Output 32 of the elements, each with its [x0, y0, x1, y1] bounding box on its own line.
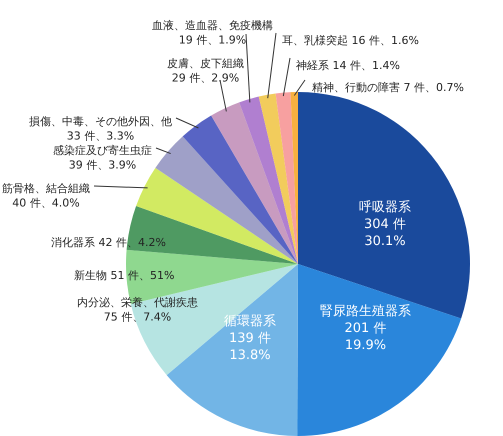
data-label: 304 件 30.1% [364, 216, 406, 249]
data-label: 201 件 19.9% [344, 320, 386, 353]
data-label: 29 件、2.9% [172, 71, 240, 84]
slice-label: 消化器系 42 件、4.2% [51, 236, 166, 249]
slice-label: 内分泌、栄養、代謝疾患 [77, 296, 198, 309]
pie-slice [276, 92, 298, 264]
pie-slice [298, 92, 470, 318]
slice-label: 新生物 51 件、51% [74, 269, 174, 282]
pie-slice [211, 102, 298, 264]
pie-slice [126, 206, 298, 264]
slice-label: 感染症及び寄生虫症 [53, 144, 152, 157]
slice-label: 耳、乳様突起 16 件、1.6% [282, 34, 419, 47]
pie-slice [239, 96, 298, 264]
data-label: 33 件、3.3% [66, 129, 134, 142]
data-label: 39 件、3.9% [68, 158, 136, 172]
pie-slice [297, 264, 462, 436]
pie-slice [182, 116, 298, 264]
data-label: 75 件、7.4% [104, 310, 172, 324]
slice-label: 皮膚、皮下組織 [167, 57, 244, 70]
slice-label: 腎尿路生殖器系 [320, 304, 411, 319]
slice-label: 精神、行動の障害 7 件、0.7% [312, 81, 464, 94]
pie-slice [136, 168, 298, 264]
slice-label: 損傷、中毒、その他外因、他 [29, 115, 172, 128]
slice-label: 循環器系 [224, 314, 276, 329]
data-label: 40 件、4.0% [12, 196, 80, 210]
slice-label: 血液、造血器、免疫機構 [152, 19, 273, 32]
data-label: 139 件 13.8% [229, 330, 271, 363]
data-label: 19 件、1.9% [178, 33, 246, 46]
pie-slice [258, 93, 298, 264]
slice-label: 神経系 14 件、1.4% [296, 59, 400, 72]
slice-label: 呼吸器系 [359, 200, 411, 215]
slice-label: 筋骨格、結合組織 [2, 182, 90, 195]
